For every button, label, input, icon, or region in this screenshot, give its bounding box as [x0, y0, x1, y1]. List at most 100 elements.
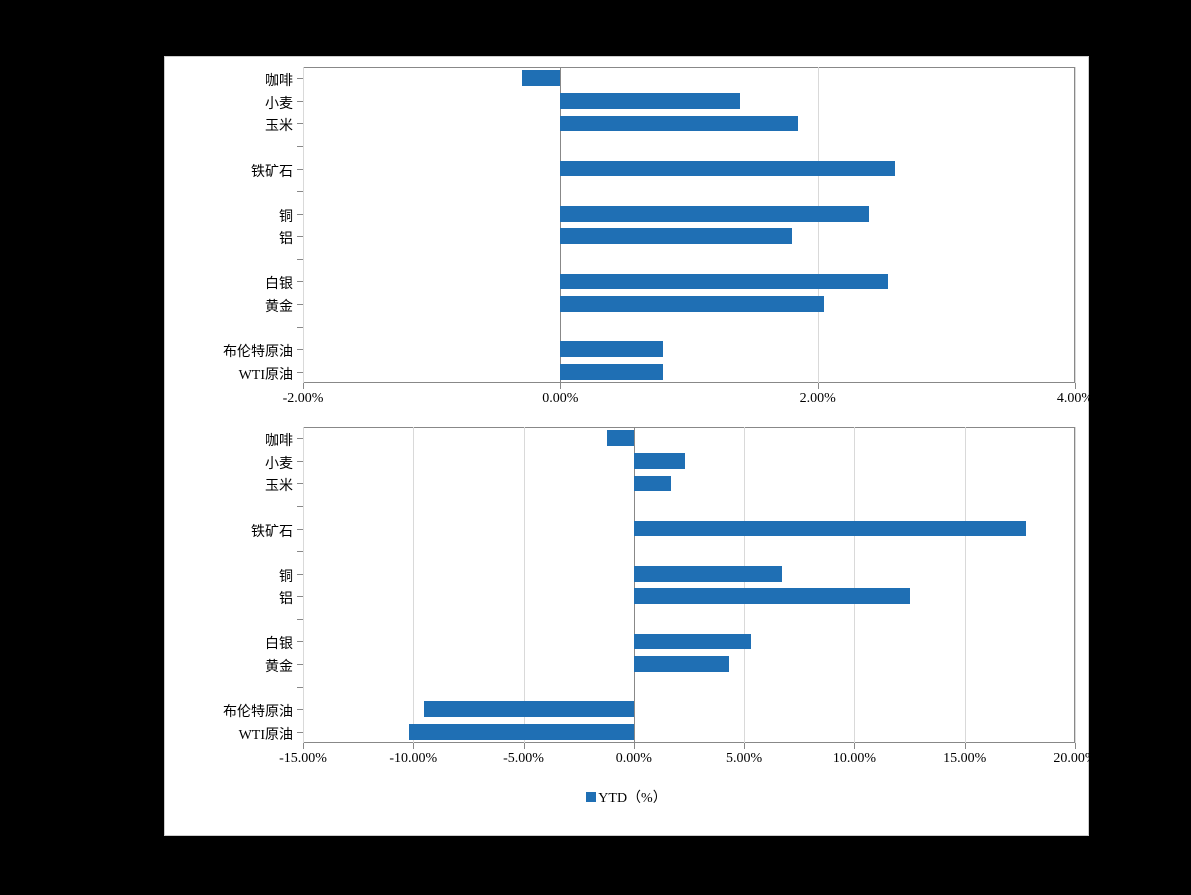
- y-tick: [297, 461, 303, 462]
- x-axis-label: 0.00%: [616, 751, 652, 767]
- x-tick: [413, 743, 414, 749]
- bar: [560, 296, 824, 312]
- y-tick: [297, 78, 303, 79]
- x-tick: [524, 743, 525, 749]
- x-axis-label: 10.00%: [833, 751, 876, 767]
- zero-line: [634, 427, 635, 743]
- x-tick: [1075, 383, 1076, 389]
- grid-line: [303, 427, 304, 743]
- x-axis-label: 20.00%: [1053, 751, 1096, 767]
- chart-panel-top: -2.00%0.00%2.00%4.00%咖啡小麦玉米铁矿石铜铝白银黄金布伦特原…: [179, 67, 1075, 405]
- y-tick: [297, 438, 303, 439]
- y-tick: [297, 551, 303, 552]
- y-tick: [297, 304, 303, 305]
- y-tick: [297, 123, 303, 124]
- y-tick: [297, 687, 303, 688]
- grid-line: [413, 427, 414, 743]
- y-tick: [297, 574, 303, 575]
- y-tick: [297, 619, 303, 620]
- legend: YTD（%）: [165, 787, 1088, 807]
- y-tick: [297, 664, 303, 665]
- bar: [634, 476, 671, 492]
- y-axis-label: 玉米: [179, 475, 293, 495]
- x-axis-label: 15.00%: [943, 751, 986, 767]
- x-axis-label: 0.00%: [542, 391, 578, 407]
- x-axis-label: 2.00%: [800, 391, 836, 407]
- bar: [634, 588, 910, 604]
- y-tick: [297, 596, 303, 597]
- y-axis-label: 小麦: [179, 93, 293, 113]
- x-axis-label: -5.00%: [503, 751, 544, 767]
- bar: [634, 453, 685, 469]
- x-axis-label: -2.00%: [283, 391, 324, 407]
- y-axis-label: 玉米: [179, 115, 293, 135]
- y-axis-label: 铁矿石: [179, 521, 293, 541]
- bar: [560, 274, 888, 290]
- y-axis-label: 铁矿石: [179, 161, 293, 181]
- grid-line: [1075, 427, 1076, 743]
- y-tick: [297, 146, 303, 147]
- y-axis-label: 黄金: [179, 656, 293, 676]
- x-tick: [303, 743, 304, 749]
- y-tick: [297, 281, 303, 282]
- bar: [560, 161, 895, 177]
- chart-container: -2.00%0.00%2.00%4.00%咖啡小麦玉米铁矿石铜铝白银黄金布伦特原…: [164, 56, 1089, 836]
- y-tick: [297, 327, 303, 328]
- x-tick: [303, 383, 304, 389]
- x-tick: [634, 743, 635, 749]
- y-tick: [297, 506, 303, 507]
- x-tick: [1075, 743, 1076, 749]
- y-tick: [297, 641, 303, 642]
- bar: [560, 364, 663, 380]
- y-tick: [297, 529, 303, 530]
- bar: [560, 341, 663, 357]
- x-tick: [818, 383, 819, 389]
- y-axis-label: 布伦特原油: [179, 341, 293, 361]
- x-axis-label: 4.00%: [1057, 391, 1093, 407]
- y-tick: [297, 191, 303, 192]
- y-tick: [297, 259, 303, 260]
- legend-swatch: [586, 792, 596, 802]
- grid-line: [303, 67, 304, 383]
- bar: [560, 93, 740, 109]
- y-axis-label: 布伦特原油: [179, 701, 293, 721]
- x-tick: [854, 743, 855, 749]
- bar: [634, 656, 729, 672]
- y-tick: [297, 732, 303, 733]
- y-axis-label: 白银: [179, 273, 293, 293]
- bar: [634, 566, 782, 582]
- y-tick: [297, 214, 303, 215]
- y-tick: [297, 709, 303, 710]
- y-axis-label: 咖啡: [179, 430, 293, 450]
- y-axis-label: 小麦: [179, 453, 293, 473]
- y-axis-label: 铜: [179, 206, 293, 226]
- x-tick: [560, 383, 561, 389]
- bar: [409, 724, 634, 740]
- y-axis-label: 铝: [179, 228, 293, 248]
- bar: [522, 70, 561, 86]
- plot-area: [303, 67, 1075, 383]
- bar: [560, 228, 792, 244]
- grid-line: [744, 427, 745, 743]
- bar: [424, 701, 634, 717]
- y-axis-label: WTI原油: [179, 364, 293, 384]
- y-tick: [297, 349, 303, 350]
- grid-line: [818, 67, 819, 383]
- x-tick: [965, 743, 966, 749]
- y-axis-label: WTI原油: [179, 724, 293, 744]
- y-axis-label: 铝: [179, 588, 293, 608]
- bar: [634, 634, 751, 650]
- chart-panel-bottom: -15.00%-10.00%-5.00%0.00%5.00%10.00%15.0…: [179, 427, 1075, 765]
- y-axis-label: 白银: [179, 633, 293, 653]
- grid-line: [965, 427, 966, 743]
- bar: [607, 430, 633, 446]
- y-tick: [297, 372, 303, 373]
- y-tick: [297, 101, 303, 102]
- bar: [634, 521, 1027, 537]
- x-axis-label: 5.00%: [726, 751, 762, 767]
- x-axis-label: -15.00%: [279, 751, 327, 767]
- x-tick: [744, 743, 745, 749]
- y-axis-label: 咖啡: [179, 70, 293, 90]
- plot-area: [303, 427, 1075, 743]
- legend-label: YTD（%）: [598, 791, 666, 806]
